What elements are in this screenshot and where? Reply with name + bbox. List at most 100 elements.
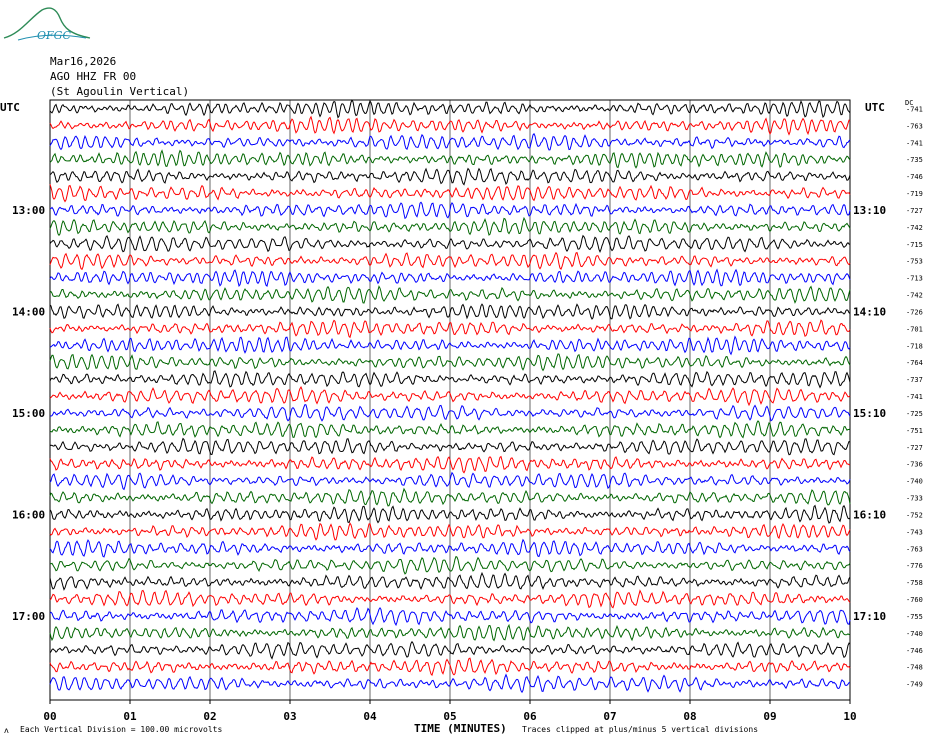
trace-line-12 [49,285,851,304]
trace-line-26 [49,522,851,541]
x-tick-label: 09 [763,710,776,723]
x-tick-label: 07 [603,710,616,723]
trace-line-1 [49,99,851,119]
header-date: Mar16,2026 [50,55,116,68]
left-utc-label: UTC [0,101,20,114]
dc-offset-label: -742 [906,224,923,232]
trace-line-2 [49,115,851,136]
dc-offset-label: -715 [906,241,923,249]
dc-offset-label: -741 [906,139,923,147]
x-tick-label: 04 [363,710,377,723]
trace-line-8 [49,216,851,237]
dc-offset-label: -737 [906,376,923,384]
footer-mark: ʌ [4,726,9,735]
dc-offset-label: -748 [906,664,923,672]
dc-offset-label: -719 [906,190,923,198]
dc-offset-label: -741 [906,106,923,114]
dc-offset-label: -725 [906,410,923,418]
minute-grid [129,100,771,700]
right-time-label: 14:10 [853,305,886,318]
trace-line-10 [49,251,851,271]
dc-offset-label: -742 [906,292,923,300]
dc-offset-label: -701 [906,325,923,333]
dc-offset-label: -740 [906,478,923,486]
dc-offset-label: -743 [906,528,923,536]
trace-line-24 [49,487,851,507]
x-tick-label: 03 [283,710,296,723]
header-channel: AGO HHZ FR 00 [50,70,136,83]
dc-offset-label: -764 [906,359,923,367]
dc-offset-label: -736 [906,461,923,469]
left-time-label: 15:00 [12,407,45,420]
dc-header: DC [905,99,913,107]
x-tick-label: 10 [843,710,856,723]
trace-line-29 [49,571,851,591]
trace-line-25 [49,504,851,524]
dc-offset-label: -763 [906,122,923,130]
dc-offset-label: -726 [906,308,923,316]
trace-line-31 [49,606,851,627]
trace-line-27 [49,538,851,558]
dc-offset-labels: -741 -763 -741 -735 -746 -719 -727 -742 -715 -753… [906,106,923,689]
right-time-label: 16:10 [853,508,886,521]
dc-offset-label: -758 [906,579,923,587]
right-utc-label: UTC [865,101,885,114]
dc-offset-label: -763 [906,545,923,553]
trace-line-18 [49,385,851,407]
dc-offset-label: -741 [906,393,923,401]
x-tick-label: 02 [203,710,216,723]
x-tick-label: 08 [683,710,696,723]
x-axis-ticks: 00 01 02 03 04 05 06 07 08 09 10 [43,700,857,723]
trace-line-34 [49,657,851,677]
trace-line-5 [49,167,851,186]
trace-line-17 [49,370,851,389]
dc-offset-label: -746 [906,173,923,181]
dc-offset-label: -746 [906,647,923,655]
dc-offset-label: -752 [906,511,923,519]
trace-line-4 [49,149,851,169]
x-tick-label: 06 [523,710,537,723]
footer-scale-note: Each Vertical Division = 100.00 microvol… [20,725,222,734]
dc-offset-label: -713 [906,275,923,283]
footer-clip-note: Traces clipped at plus/minus 5 vertical … [522,725,758,734]
trace-line-28 [49,555,851,575]
trace-line-13 [49,303,851,320]
x-tick-label: 01 [123,710,137,723]
dc-offset-label: -749 [906,681,923,689]
x-tick-label: 00 [43,710,56,723]
dc-offset-label: -733 [906,495,923,503]
trace-line-15 [49,335,851,356]
x-axis-title: TIME (MINUTES) [414,722,507,735]
left-time-label: 13:00 [12,204,45,217]
trace-line-19 [49,404,851,422]
x-tick-label: 05 [443,710,456,723]
left-time-label: 16:00 [12,508,45,521]
dc-offset-label: -740 [906,630,923,638]
trace-line-22 [49,455,851,474]
trace-line-35 [49,673,851,694]
trace-line-11 [49,268,851,288]
right-time-labels: 13:10 14:10 15:10 16:10 17:10 [853,204,886,623]
trace-line-6 [49,184,851,203]
left-time-label: 14:00 [12,305,45,318]
trace-line-23 [49,471,851,491]
dc-offset-label: -727 [906,207,923,215]
dc-offset-label: -735 [906,156,923,164]
dc-offset-label: -755 [906,613,923,621]
right-time-label: 17:10 [853,610,886,623]
header-station: (St Agoulin Vertical) [50,85,189,98]
trace-line-3 [49,132,851,151]
ofgc-logo: OFGC [3,7,91,42]
dc-offset-label: -718 [906,342,923,350]
logo-text: OFGC [37,29,71,42]
trace-line-21 [49,437,851,456]
trace-line-20 [49,420,851,439]
trace-group [49,99,851,694]
left-time-label: 17:00 [12,610,45,623]
dc-offset-label: -760 [906,596,923,604]
logo-hill-icon [3,7,91,39]
trace-line-30 [49,589,851,609]
trace-line-14 [49,319,851,339]
